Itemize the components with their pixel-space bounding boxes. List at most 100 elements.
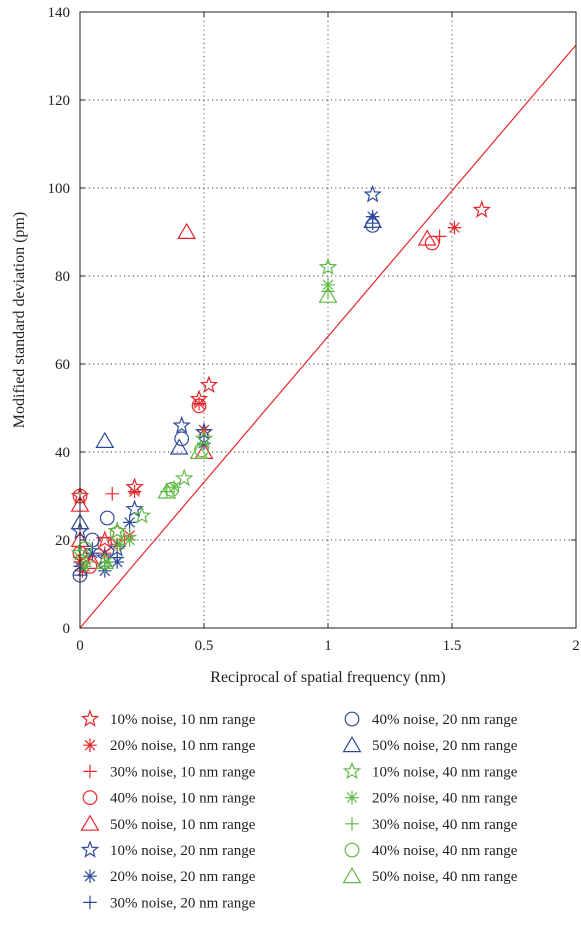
legend-marker bbox=[82, 790, 98, 805]
data-point bbox=[194, 422, 214, 441]
data-point bbox=[82, 552, 102, 570]
legend-label: 10% noise, 40 nm range bbox=[372, 764, 518, 780]
data-point bbox=[167, 480, 182, 494]
legend-marker bbox=[80, 840, 100, 858]
legend-label: 10% noise, 10 nm range bbox=[110, 712, 256, 728]
data-point bbox=[127, 484, 142, 499]
legend-item: 50% noise, 20 nm range bbox=[342, 736, 518, 754]
data-point bbox=[472, 200, 491, 218]
data-point bbox=[75, 564, 90, 578]
x-tick-label: 0.5 bbox=[195, 638, 214, 654]
legend-marker bbox=[344, 711, 360, 727]
series-10 bbox=[70, 257, 338, 562]
data-point bbox=[109, 526, 125, 541]
data-point bbox=[189, 442, 209, 459]
legend-marker bbox=[83, 764, 97, 779]
y-tick-label: 60 bbox=[55, 357, 70, 373]
legend-item: 50% noise, 40 nm range bbox=[342, 867, 518, 885]
legend-label: 30% noise, 20 nm range bbox=[110, 895, 256, 911]
data-point bbox=[98, 559, 112, 574]
legend-marker bbox=[80, 709, 100, 727]
legend-label: 50% noise, 40 nm range bbox=[372, 869, 518, 885]
data-point bbox=[199, 375, 219, 393]
y-tick-label: 40 bbox=[55, 445, 70, 461]
legend-label: 20% noise, 40 nm range bbox=[372, 791, 518, 807]
data-point bbox=[363, 184, 382, 203]
legend-marker bbox=[342, 761, 362, 780]
legend-item: 10% noise, 10 nm range bbox=[80, 709, 256, 728]
x-axis-label: Reciprocal of spatial frequency (nm) bbox=[210, 669, 445, 686]
legend-item: 40% noise, 10 nm range bbox=[82, 790, 256, 807]
legend-marker bbox=[342, 867, 362, 884]
y-tick-label: 0 bbox=[63, 621, 71, 637]
data-point bbox=[110, 550, 124, 565]
data-point bbox=[107, 521, 127, 540]
series-4 bbox=[70, 222, 437, 570]
series-11 bbox=[78, 278, 335, 574]
y-tick-label: 120 bbox=[48, 93, 71, 109]
legend-marker bbox=[345, 790, 359, 805]
x-tick-label: 2 bbox=[572, 638, 580, 654]
legend: 10% noise, 10 nm range 20% noise, 10 nm r… bbox=[80, 709, 518, 911]
data-point bbox=[100, 555, 115, 569]
series-0 bbox=[70, 200, 491, 566]
data-point bbox=[112, 537, 127, 552]
data-point bbox=[417, 229, 437, 246]
series-13 bbox=[77, 442, 209, 557]
data-point bbox=[105, 487, 120, 501]
legend-item: 20% noise, 10 nm range bbox=[83, 738, 256, 754]
legend-marker bbox=[345, 817, 359, 831]
legend-label: 50% noise, 10 nm range bbox=[110, 817, 256, 833]
legend-label: 30% noise, 40 nm range bbox=[372, 817, 518, 833]
y-tick-label: 20 bbox=[55, 533, 70, 549]
legend-label: 50% noise, 20 nm range bbox=[372, 738, 518, 754]
data-point bbox=[164, 482, 180, 497]
y-tick-label: 100 bbox=[48, 181, 71, 197]
fit-line bbox=[79, 44, 577, 629]
legend-item: 30% noise, 40 nm range bbox=[345, 817, 518, 833]
legend-item: 40% noise, 20 nm range bbox=[344, 711, 518, 728]
data-point bbox=[85, 542, 100, 556]
legend-marker bbox=[83, 869, 97, 883]
legend-item: 10% noise, 20 nm range bbox=[80, 840, 256, 859]
legend-label: 30% noise, 10 nm range bbox=[110, 764, 256, 780]
data-point bbox=[122, 515, 137, 530]
legend-item: 20% noise, 20 nm range bbox=[83, 869, 256, 885]
y-tick-label: 80 bbox=[55, 269, 70, 285]
fit-line-layer bbox=[79, 44, 577, 629]
data-point bbox=[424, 235, 440, 251]
legend-label: 40% noise, 20 nm range bbox=[372, 712, 518, 728]
data-point bbox=[157, 482, 177, 499]
x-tick-label: 1 bbox=[324, 638, 332, 654]
data-point bbox=[172, 415, 191, 434]
data-points bbox=[70, 184, 491, 583]
data-point bbox=[77, 541, 93, 557]
data-point bbox=[99, 510, 115, 526]
data-point bbox=[177, 222, 197, 239]
data-point bbox=[122, 528, 137, 543]
data-point bbox=[174, 431, 190, 447]
legend-marker bbox=[80, 814, 100, 831]
legend-label: 20% noise, 20 nm range bbox=[110, 869, 256, 885]
data-point bbox=[95, 552, 115, 570]
legend-item: 10% noise, 40 nm range bbox=[342, 761, 518, 780]
data-point bbox=[174, 468, 194, 487]
data-point bbox=[80, 555, 95, 569]
legend-marker bbox=[344, 842, 360, 858]
legend-item: 20% noise, 40 nm range bbox=[345, 791, 518, 807]
x-tick-label: 1.5 bbox=[443, 638, 462, 654]
data-point bbox=[194, 429, 214, 447]
data-point bbox=[363, 211, 383, 228]
data-point bbox=[192, 396, 206, 411]
series-5 bbox=[70, 184, 382, 566]
legend-item: 50% noise, 10 nm range bbox=[80, 814, 256, 833]
data-point bbox=[125, 499, 144, 518]
legend-item: 30% noise, 20 nm range bbox=[83, 895, 256, 911]
legend-label: 40% noise, 40 nm range bbox=[372, 843, 518, 859]
series-9 bbox=[70, 211, 383, 530]
data-point bbox=[95, 431, 115, 448]
y-axis-label: Modified standard deviation (pm) bbox=[11, 212, 28, 428]
data-point bbox=[84, 532, 100, 548]
grid bbox=[80, 12, 576, 628]
